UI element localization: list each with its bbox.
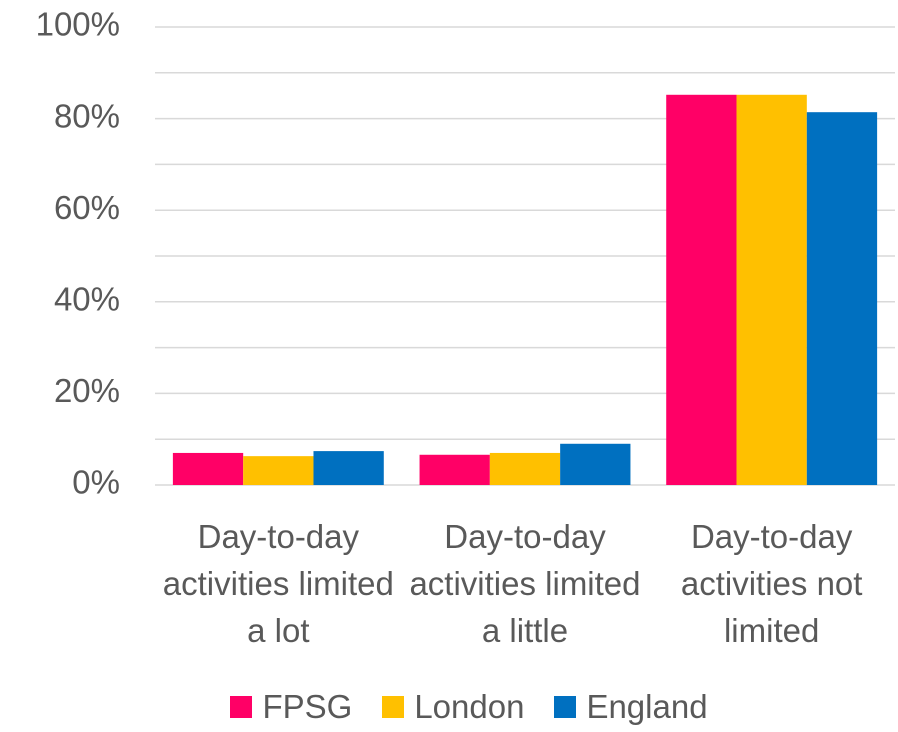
bar [806,112,878,486]
legend-swatch [554,696,577,718]
x-tick-label: Day-to-day activities limited a lot [162,518,394,649]
x-tick-label: Day-to-day activities not limited [680,518,863,649]
bar [313,451,384,485]
bar [172,452,244,485]
y-tick-label: 100% [36,6,120,43]
legend-item: England [554,688,708,726]
bar [243,456,314,485]
y-tick-label: 60% [54,189,120,226]
legend-swatch [382,696,405,718]
y-tick-label: 20% [54,372,120,409]
legend-label: London [414,688,525,725]
legend: FPSG London England [0,688,898,726]
bar [419,454,490,485]
bar [736,94,807,485]
legend-item: FPSG [230,688,352,726]
legend-item: London [382,688,524,726]
legend-swatch [230,696,253,718]
bar [489,452,561,485]
x-tick-label: Day-to-day activities limited a little [409,518,641,649]
y-tick-label: 80% [54,97,120,134]
legend-label: England [586,688,708,725]
bar [560,443,631,485]
bar [666,94,737,485]
y-tick-label: 40% [54,281,120,318]
legend-label: FPSG [262,688,353,725]
y-tick-label: 0% [72,464,120,501]
